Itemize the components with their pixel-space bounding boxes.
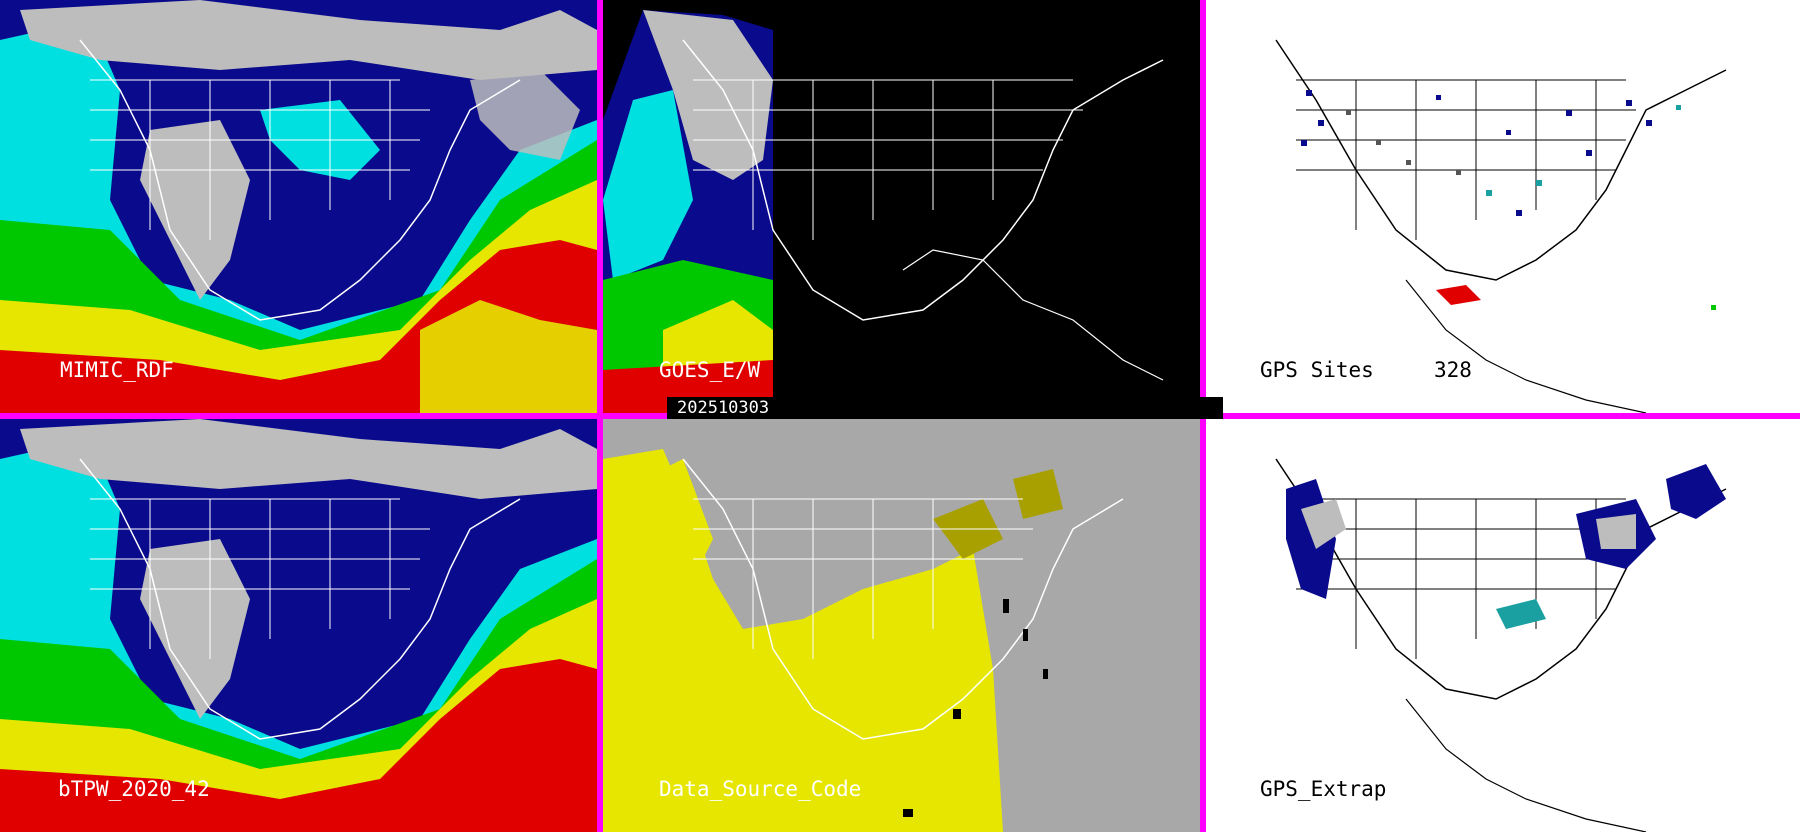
data-source-code-map: Data_Source_Code (603, 419, 1200, 832)
goes-ew-field (603, 0, 1200, 413)
btpw-map: bTPW_2020_42 (0, 419, 597, 832)
date-stamp: 202510303 (677, 398, 770, 418)
panel-label: bTPW_2020_42 (58, 777, 210, 801)
panel-label: GPS_Extrap (1260, 777, 1387, 801)
panel-label: GOES_E/W (659, 358, 761, 382)
date-stamp-bar: 202510303 (667, 397, 1223, 419)
mimic-rdf-field (0, 0, 597, 413)
data-source-code-field (603, 419, 1200, 832)
panel-label: Data_Source_Code (659, 777, 862, 801)
panel-label: MIMIC_RDF (60, 358, 174, 382)
btpw-field (0, 419, 597, 832)
goes-ew-map: GOES_E/W (603, 0, 1200, 413)
mimic-rdf-map: MIMIC_RDF (0, 0, 597, 413)
gps-extrap-map: GPS_Extrap (1206, 419, 1800, 832)
gps-extrap-field (1206, 419, 1800, 832)
panel-label: GPS Sites (1260, 358, 1374, 382)
gps-sites-field (1206, 0, 1800, 413)
gps-site-count: 328 (1434, 358, 1472, 382)
gps-sites-map: GPS Sites 328 (1206, 0, 1800, 413)
